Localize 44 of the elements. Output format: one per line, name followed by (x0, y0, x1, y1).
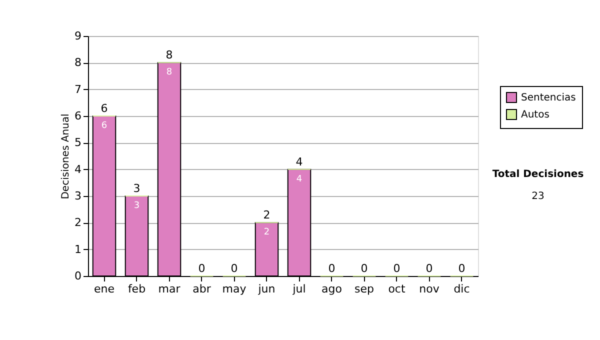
y-tick-label: 6 (74, 110, 82, 122)
total-label: 0 (328, 262, 336, 275)
y-tick-label: 8 (74, 56, 82, 70)
total-label: 4 (296, 155, 303, 168)
total-label: 0 (230, 262, 238, 275)
legend-label: Autos (521, 110, 550, 120)
x-tick-label: dic (454, 282, 470, 296)
x-tick-label: jul (292, 282, 306, 296)
x-tick-label: jun (257, 282, 276, 296)
y-tick-label: 2 (74, 216, 82, 230)
data-label: 2 (264, 228, 270, 238)
data-label: 6 (101, 121, 108, 131)
x-tick-label: oct (388, 282, 406, 296)
x-tick-label: abr (192, 282, 212, 296)
total-label: 2 (263, 208, 270, 222)
y-tick-label: 9 (74, 30, 82, 42)
total-label: 3 (133, 182, 140, 195)
text: Total Decisiones (492, 169, 584, 180)
total-label: 6 (100, 102, 108, 115)
y-tick-label: 0 (74, 270, 82, 282)
x-tick-label: sep (354, 282, 374, 296)
x-tick-label: nov (419, 282, 440, 296)
total-label: 0 (360, 262, 368, 275)
x-tick-label: mar (158, 282, 181, 296)
x-tick-label: may (222, 282, 247, 296)
y-tick-label: 4 (74, 162, 82, 176)
x-tick-label: feb (128, 282, 146, 296)
y-tick-label: 3 (74, 190, 82, 202)
total-label: 0 (393, 262, 400, 275)
y-tick-label: 1 (74, 242, 82, 256)
total-label: 0 (198, 262, 206, 275)
y-tick-label: 5 (74, 136, 82, 150)
y-axis-title: Decisiones Anual (60, 114, 72, 200)
legend-label: Sentencias (521, 92, 576, 104)
total-label: 0 (458, 262, 466, 275)
x-tick-label: ene (94, 282, 115, 296)
data-label: 3 (134, 201, 140, 211)
data-label: 4 (296, 174, 302, 184)
total-label: 0 (426, 262, 433, 275)
text: 23 (532, 191, 544, 202)
y-tick-label: 7 (74, 82, 82, 96)
data-label: 8 (166, 68, 172, 78)
x-tick-label: ago (322, 282, 342, 296)
total-label: 8 (166, 48, 173, 62)
